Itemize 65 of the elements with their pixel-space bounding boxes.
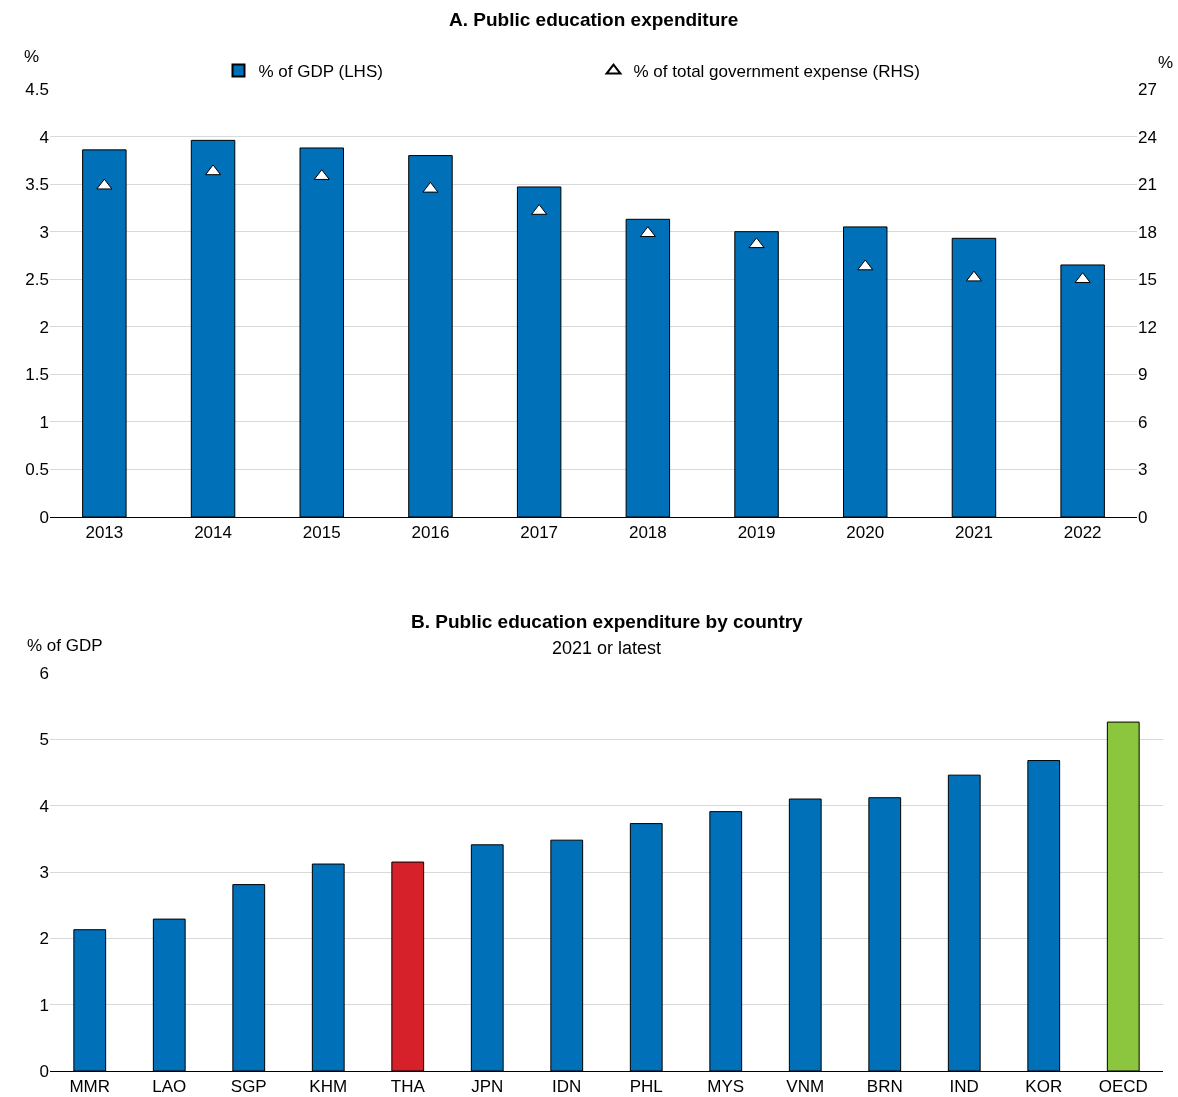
legend-label: % of total government expense (RHS) (633, 62, 920, 82)
y-tick-label: 1.5 (25, 365, 49, 385)
y-tick-label: 4 (39, 127, 49, 147)
y-tick-label: 0 (39, 1061, 49, 1081)
chart-subtitle: 2021 or latest (552, 638, 662, 658)
x-tick-label: 2014 (194, 523, 232, 543)
y2-tick-label: 18 (1138, 222, 1157, 242)
y-tick-label: 3.5 (25, 175, 49, 195)
chart-title: B. Public education expenditure by country (411, 611, 804, 632)
x-tick-label: SGP (230, 1077, 267, 1097)
point (422, 181, 439, 193)
y-tick-label: 1 (39, 995, 49, 1015)
x-tick-label: BRN (866, 1077, 903, 1097)
x-tick-label: MMR (69, 1077, 111, 1097)
y2-tick-label: 3 (1138, 460, 1148, 480)
point (205, 164, 222, 176)
x-tick-label: THA (390, 1077, 426, 1097)
x-tick-label: 2015 (302, 523, 341, 543)
y2-tick-label: 27 (1138, 79, 1157, 99)
x-tick-label: VNM (786, 1077, 825, 1097)
y-axis-title: % (24, 47, 40, 66)
x-tick-label: 2018 (628, 523, 667, 543)
y2-tick-label: 12 (1138, 317, 1157, 337)
point (748, 237, 765, 249)
point (965, 270, 982, 282)
x-tick-label: MYS (707, 1077, 745, 1097)
y-tick-label: 2.5 (25, 270, 49, 290)
x-tick-label: 2022 (1063, 523, 1102, 543)
y-tick-label: 0.5 (25, 460, 49, 480)
x-tick-label: IND (949, 1077, 979, 1097)
y-tick-label: 2 (39, 317, 49, 337)
x-tick-label: KHM (309, 1077, 348, 1097)
x-tick-label: 2013 (85, 523, 124, 543)
y2-tick-label: 15 (1138, 270, 1157, 290)
y-tick-label: 3 (39, 222, 49, 242)
y-axis-title: % of GDP (27, 636, 103, 655)
y2-tick-label: 21 (1138, 175, 1157, 195)
y2-tick-label: 6 (1138, 412, 1148, 432)
x-tick-label: 2019 (737, 523, 776, 543)
x-tick-label: 2016 (411, 523, 450, 543)
x-tick-label: 2021 (955, 523, 993, 543)
x-tick-label: KOR (1025, 1077, 1063, 1097)
y2-axis-title: % (1158, 53, 1174, 72)
chart-title: A. Public education expenditure (449, 9, 739, 30)
x-tick-label: IDN (552, 1077, 582, 1097)
point (96, 178, 113, 190)
y2-tick-label: 0 (1138, 507, 1148, 527)
y-tick-label: 4 (39, 796, 49, 816)
y-tick-label: 3 (39, 862, 49, 882)
y2-tick-label: 24 (1138, 127, 1157, 147)
point (857, 259, 874, 271)
x-tick-label: 2020 (846, 523, 885, 543)
x-tick-label: 2017 (520, 523, 559, 543)
x-tick-label: LAO (152, 1077, 187, 1097)
y2-tick-label: 9 (1138, 365, 1148, 385)
y-tick-label: 5 (39, 730, 49, 750)
y-tick-label: 6 (39, 663, 49, 683)
legend-label: % of GDP (LHS) (258, 62, 383, 82)
x-tick-label: PHL (629, 1077, 663, 1097)
x-tick-label: OECD (1098, 1077, 1148, 1097)
y-tick-label: 1 (39, 412, 49, 432)
x-tick-label: JPN (471, 1077, 504, 1097)
y-tick-label: 4.5 (25, 79, 49, 99)
y-tick-label: 2 (39, 929, 49, 949)
y-tick-label: 0 (39, 507, 49, 527)
